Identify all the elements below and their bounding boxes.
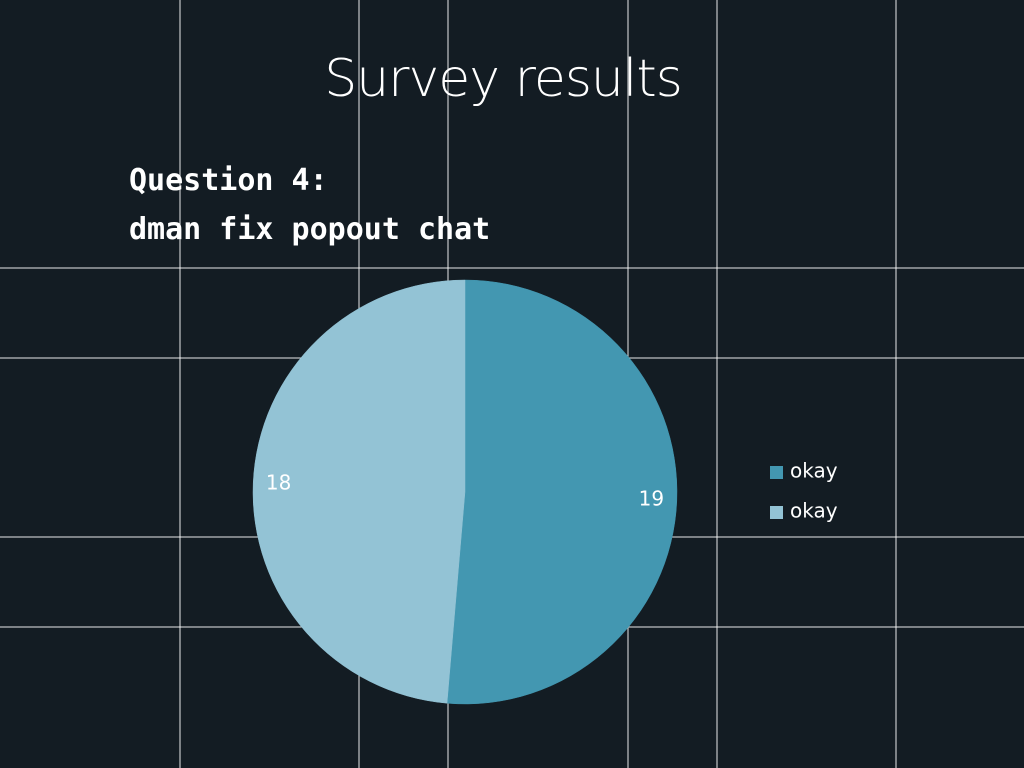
data-label: 18 (266, 471, 291, 495)
pie-slice (446, 279, 678, 705)
question-number: Question 4: (129, 163, 328, 198)
legend-label: okay (790, 459, 838, 483)
legend-swatch (770, 506, 783, 519)
question-text: dman fix popout chat (129, 212, 490, 247)
data-label: 19 (639, 486, 664, 510)
legend-label: okay (790, 499, 838, 523)
pie-slice (252, 279, 466, 704)
legend-swatch (770, 466, 783, 479)
slide-title: Survey results (324, 49, 682, 109)
pie-chart: 19 18 okay okay (252, 279, 838, 705)
